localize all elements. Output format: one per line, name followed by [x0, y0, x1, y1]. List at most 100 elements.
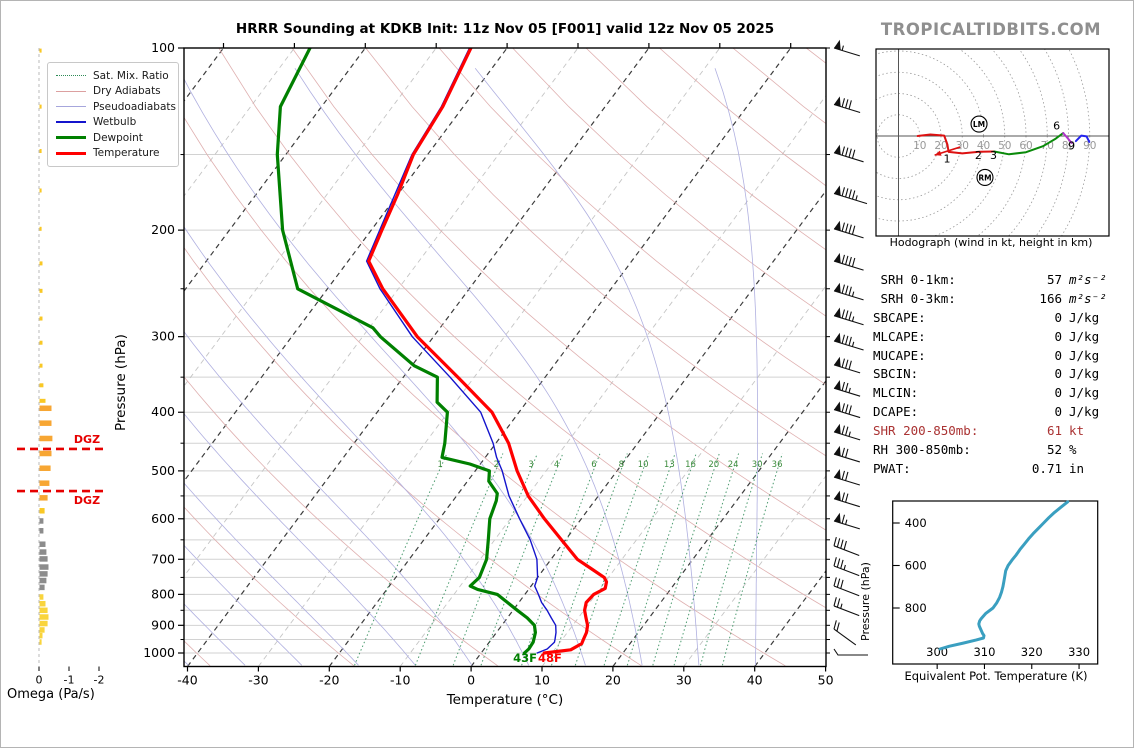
omega-bar	[39, 450, 52, 457]
legend-item-dry-adiabats: Dry Adiabats	[56, 84, 172, 100]
hodograph-ring-label: 20	[934, 140, 947, 152]
hodograph-height-label: 1	[943, 153, 950, 166]
stat-value: 61	[1046, 423, 1062, 439]
svg-text:3: 3	[528, 460, 533, 470]
stat-row-mlcape: MLCAPE: 0 J/kg	[873, 327, 1125, 346]
legend-line-swatch	[56, 136, 86, 140]
thetae-curve	[938, 500, 1070, 651]
omega-tick-label: 0	[36, 674, 43, 687]
svg-text:LM: LM	[973, 120, 985, 129]
stat-label: SRH 0-3km:	[873, 290, 956, 306]
stat-label: MLCAPE:	[873, 328, 926, 344]
omega-bar	[39, 405, 52, 412]
hodograph-ring-label: 70	[1041, 140, 1054, 152]
omega-bar	[39, 226, 42, 231]
omega-bar	[39, 398, 46, 403]
storm-motion-arrowhead	[934, 150, 942, 156]
stat-unit: J/kg	[1069, 404, 1100, 420]
wind-barb	[833, 445, 860, 463]
legend-line-swatch	[56, 90, 86, 92]
hodograph-height-label: 3	[990, 149, 997, 162]
svg-text:6: 6	[591, 460, 596, 470]
stat-unit: kt	[1069, 423, 1085, 439]
mixing-ratio-lines	[354, 453, 783, 666]
temperature-tick-label: 0	[467, 673, 475, 688]
legend-line-swatch	[56, 151, 86, 155]
temperature-tick-label: -20	[319, 673, 339, 688]
wind-barb	[833, 307, 864, 326]
omega-bar	[39, 528, 44, 534]
svg-text:RM: RM	[978, 173, 991, 182]
stat-row-sbcin: SBCIN: 0 J/kg	[873, 364, 1125, 383]
omega-bar	[39, 495, 48, 501]
wind-barb	[833, 401, 861, 419]
svg-text:10: 10	[638, 460, 649, 470]
wind-barb	[833, 620, 857, 646]
svg-text:8: 8	[619, 460, 624, 470]
dgz-markers: DGZ DGZ	[17, 433, 104, 507]
dgz-label: DGZ	[74, 494, 100, 507]
stat-value: 0	[1054, 385, 1062, 401]
wind-barb	[833, 490, 860, 508]
thetae-x-axis-title: Equivalent Pot. Temperature (K)	[904, 669, 1088, 683]
surface-temp-label: 48F	[538, 651, 562, 665]
omega-bar	[39, 541, 46, 547]
hodograph-height-label: 6	[1053, 120, 1060, 133]
omega-bar	[39, 508, 45, 514]
stat-label: MLCIN:	[873, 385, 919, 401]
stat-label: SRH 0-1km:	[873, 271, 956, 287]
svg-text:16: 16	[685, 460, 696, 470]
stat-value: 52	[1046, 441, 1062, 457]
legend-item-wetbulb: Wetbulb	[56, 115, 172, 131]
svg-text:20: 20	[708, 460, 719, 470]
stat-row-mlcin: MLCIN: 0 J/kg	[873, 383, 1125, 402]
svg-text:1: 1	[437, 460, 442, 470]
hodograph-trace-6-9km	[1062, 132, 1073, 144]
hodograph-trace-3-6km	[993, 132, 1065, 156]
hodograph-ring-label: 50	[998, 140, 1011, 152]
wind-barb	[833, 512, 860, 530]
stat-unit: J/kg	[1069, 328, 1100, 344]
legend-item-label: Temperature	[93, 147, 160, 160]
page-title: HRRR Sounding at KDKB Init: 11z Nov 05 […	[235, 21, 775, 37]
thetae-pressure-tick-label: 400	[905, 516, 927, 530]
omega-tick-label: -2	[94, 674, 105, 687]
omega-bar	[39, 571, 48, 577]
hodograph-marker-rm: RM	[976, 168, 994, 186]
omega-bar	[39, 316, 43, 321]
stat-value: 0	[1054, 366, 1062, 382]
stat-unit: J/kg	[1069, 309, 1100, 325]
omega-bar	[39, 564, 49, 570]
stat-label: SBCAPE:	[873, 309, 926, 325]
pressure-tick-label: 1000	[143, 645, 175, 660]
pressure-tick-label: 500	[151, 463, 175, 478]
legend-item-label: Wetbulb	[93, 116, 137, 129]
wind-barb	[833, 536, 860, 556]
hodograph-trace-9km+	[1074, 134, 1091, 143]
stat-value: 166	[1039, 290, 1062, 306]
stat-value: 0	[1054, 328, 1062, 344]
legend-item-label: Dewpoint	[93, 131, 143, 144]
stat-value: 0.71	[1031, 460, 1062, 476]
omega-bar	[39, 261, 43, 266]
hodograph-marker-lm: LM	[970, 115, 988, 133]
omega-bar	[39, 632, 43, 639]
legend-item-temperature: Temperature	[56, 146, 172, 162]
pressure-tick-label: 600	[151, 511, 175, 526]
temperature-tick-label: -40	[177, 673, 197, 688]
stat-row-sbcape: SBCAPE: 0 J/kg	[873, 308, 1125, 327]
legend-box: Sat. Mix. Ratio Dry Adiabats Pseudoadiabat…	[47, 62, 179, 167]
hodograph-ring-label: 30	[956, 140, 969, 152]
temperature-tick-label: 20	[605, 673, 621, 688]
omega-bar	[39, 104, 42, 109]
omega-bar	[39, 149, 42, 154]
svg-text:30: 30	[752, 460, 763, 470]
omega-bar	[39, 620, 48, 627]
wind-barbs	[833, 39, 868, 656]
omega-axis-title: Omega (Pa/s)	[7, 687, 95, 702]
omega-bar	[39, 549, 47, 555]
pressure-tick-label: 300	[151, 329, 175, 344]
legend-item-label: Pseudoadiabats	[93, 100, 176, 113]
temperature-tick-label: -10	[390, 673, 410, 688]
